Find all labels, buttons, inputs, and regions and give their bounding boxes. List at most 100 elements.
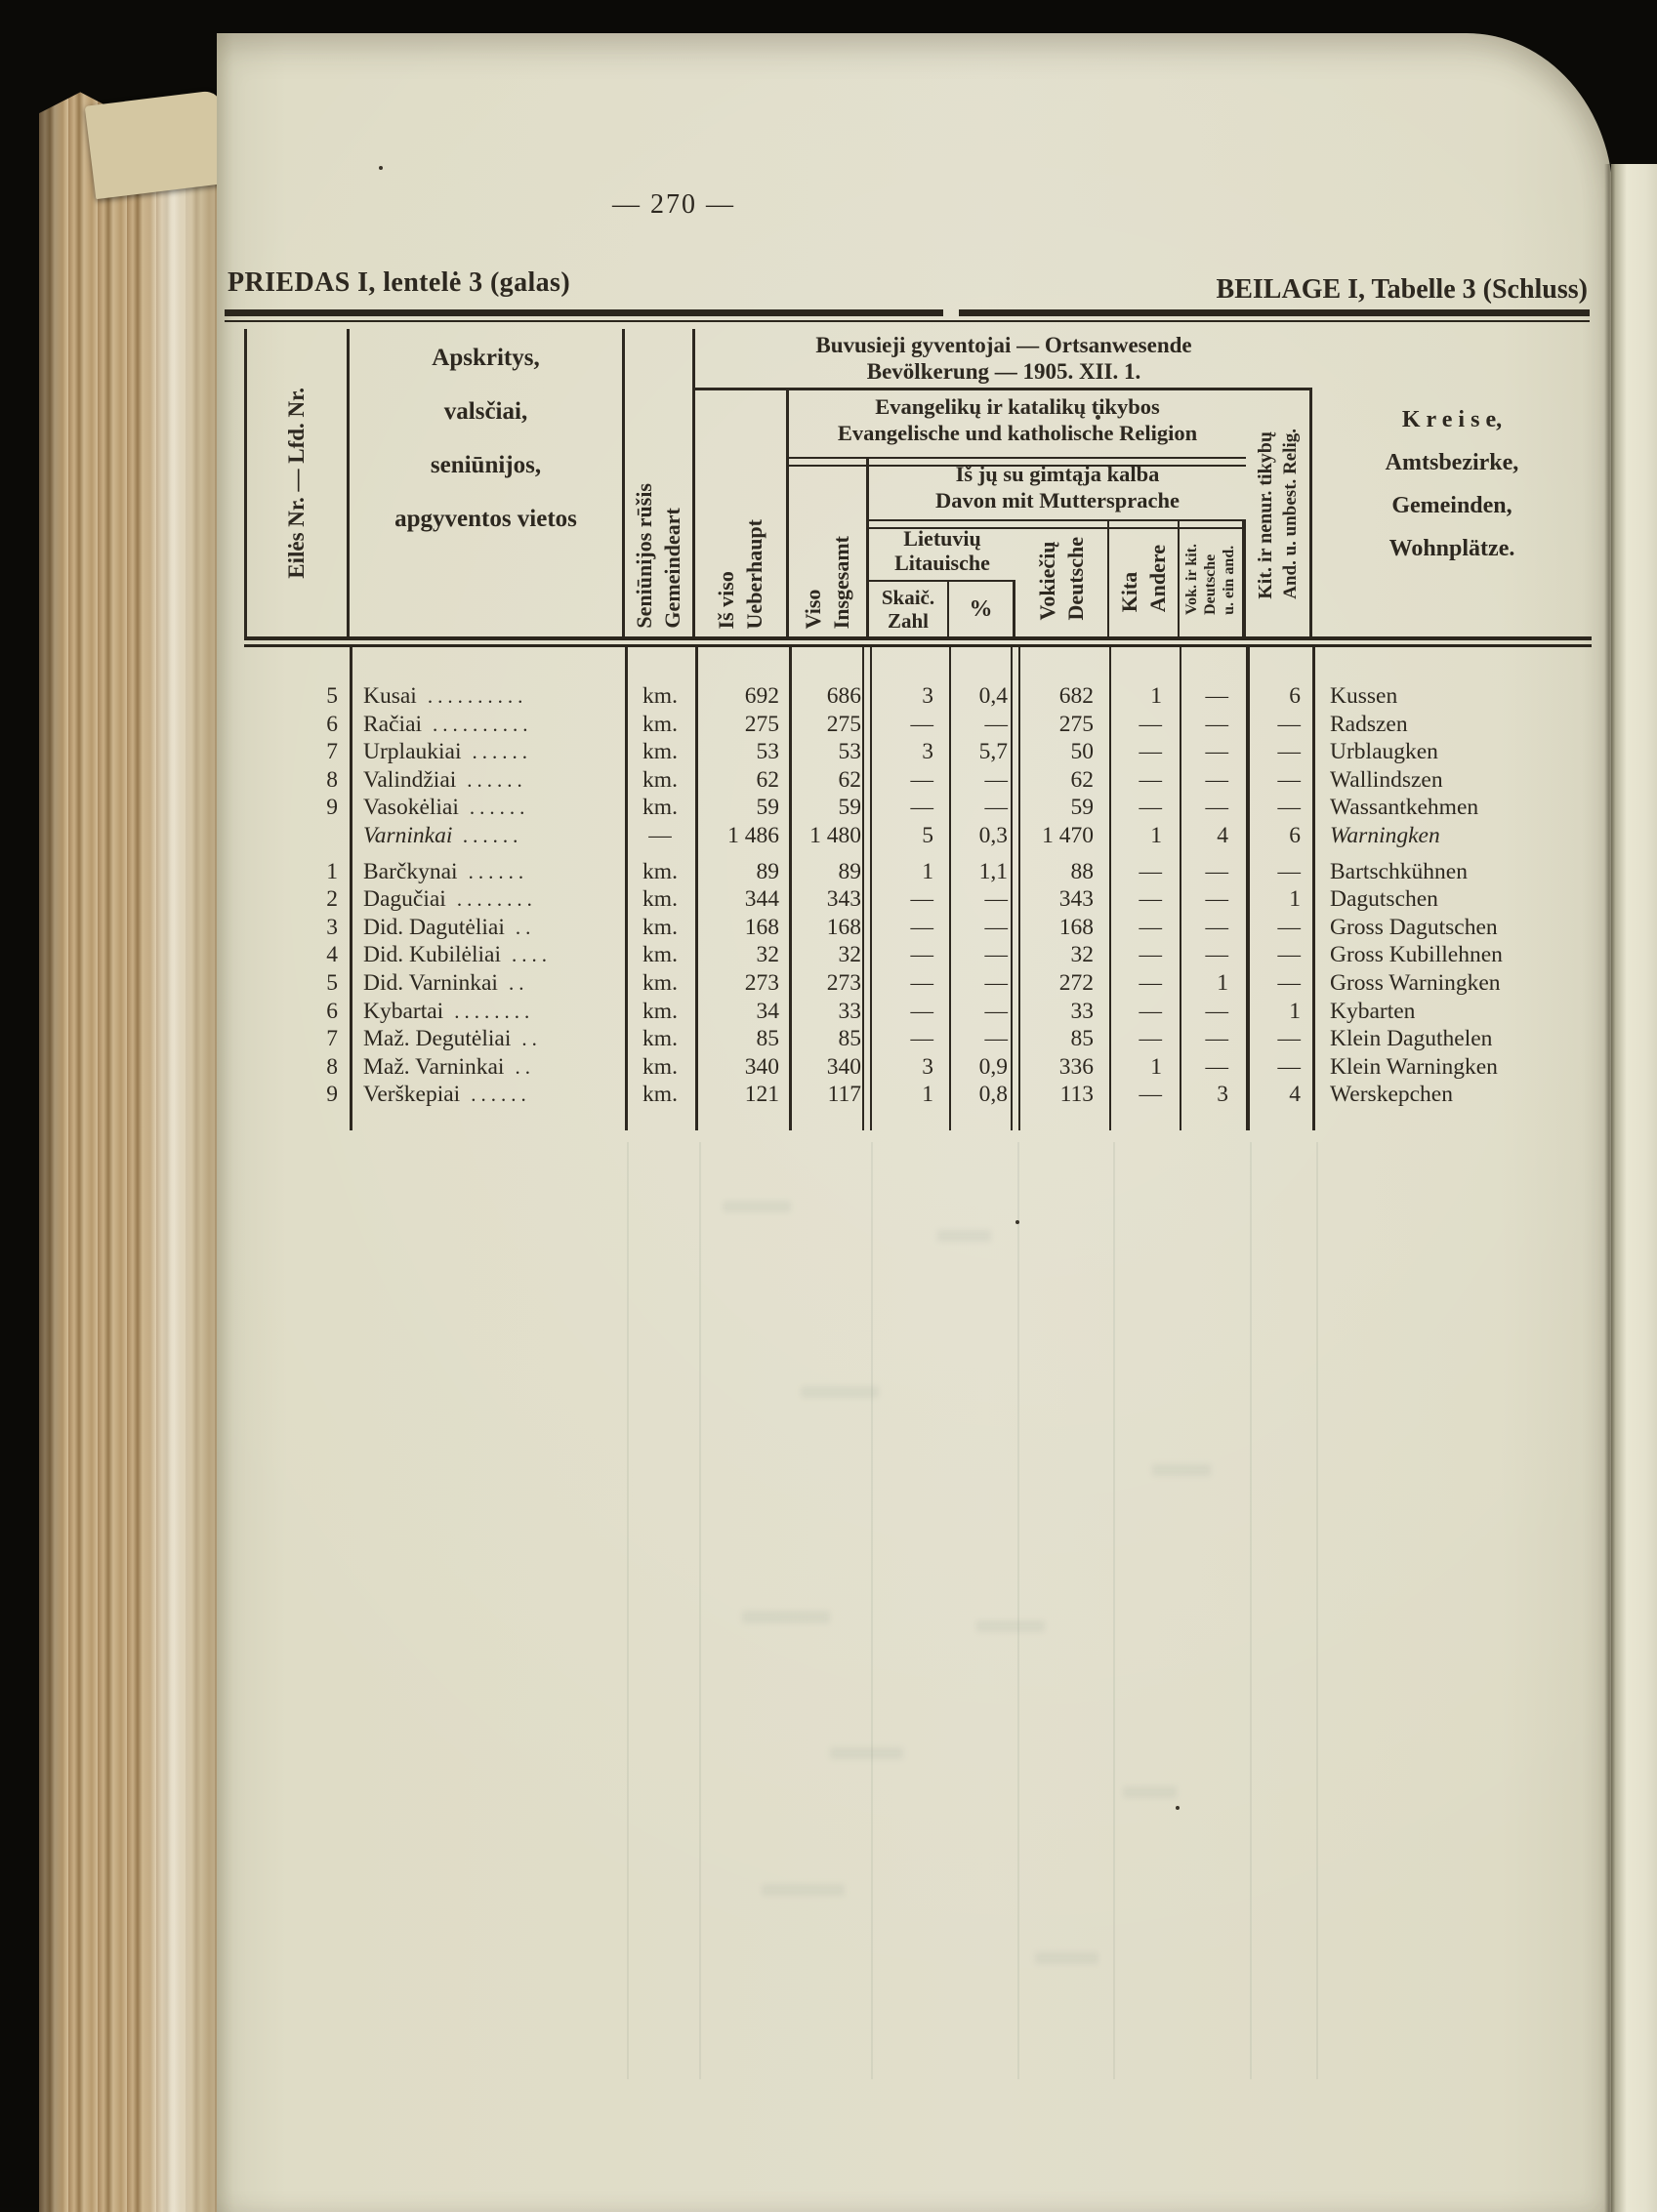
cell-other-language: — <box>1139 942 1163 968</box>
cell-german-name: Dagutschen <box>1330 886 1438 913</box>
cell-total-overall: 34 <box>756 998 780 1024</box>
locality-name: Kybartai <box>363 998 444 1024</box>
mother-tongue-line: Davon mit Muttersprache <box>935 488 1180 512</box>
cell-lithuanian-percent: — <box>984 766 1009 793</box>
header-body-rule-thick <box>244 636 1592 640</box>
table-row: Varninkai ...... — 1 486 1 480 5 0,3 1 4… <box>244 822 1592 850</box>
cell-total-religion: 85 <box>838 1026 862 1052</box>
column-rule-double <box>1011 647 1013 1130</box>
religion-group-double-rule <box>789 465 1246 467</box>
cell-other-religion: — <box>1277 739 1302 765</box>
next-page-edge <box>1611 164 1657 2212</box>
cell-german-speakers: 85 <box>1070 1026 1095 1052</box>
dot-leader: ...... <box>469 796 530 820</box>
scan-speck <box>1096 415 1100 420</box>
table-row: 4 Did. Kubilėliai .... km. 32 32 — — 32 … <box>244 941 1592 969</box>
cell-lithuanian-count: — <box>910 886 934 913</box>
kreise-line: K r e i s e, <box>1401 407 1503 432</box>
cell-german-and-other: 4 <box>1217 822 1228 848</box>
header-cell-german-speakers: Vokiečių Deutsche <box>1015 521 1109 636</box>
table-header: Eilės Nr. — Lfd. Nr. Apskritys, valsčiai… <box>244 329 1592 636</box>
cell-row-number: 7 <box>326 739 338 765</box>
cell-lithuanian-count: — <box>910 1026 934 1052</box>
column-rule <box>1109 647 1111 1130</box>
localities-line: valsčiai, <box>443 398 528 425</box>
header-cell-german-and-other: Vok. ir kit. Deutsche u. ein and. <box>1180 521 1246 636</box>
cell-commune-type: km. <box>642 998 678 1024</box>
table-row: 6 Kybartai ........ km. 34 33 — — 33 — —… <box>244 998 1592 1026</box>
dot-leader: ...... <box>463 823 523 847</box>
cell-german-speakers: 272 <box>1058 969 1094 996</box>
cell-german-speakers: 343 <box>1058 886 1094 913</box>
table-row: 7 Maž. Degutėliai .. km. 85 85 — — 85 — … <box>244 1025 1592 1053</box>
top-rule-thick-left <box>225 309 943 316</box>
cell-lithuanian-count: 3 <box>922 739 933 765</box>
cell-locality-name: Did. Varninkai .. <box>350 969 625 998</box>
cell-german-and-other: — <box>1205 1026 1229 1052</box>
scan-speck <box>1176 1806 1180 1810</box>
other-language-label: Kita Andere <box>1116 545 1170 613</box>
count-label-line: Skaič. <box>881 586 935 609</box>
cell-lithuanian-count: 3 <box>922 1053 933 1080</box>
cell-german-name: Wassantkehmen <box>1330 795 1479 821</box>
table-row: 6 Račiai .......... km. 275 275 — — 275 … <box>244 711 1592 739</box>
cell-other-language: — <box>1139 766 1163 793</box>
cell-lithuanian-percent: 0,9 <box>978 1053 1008 1080</box>
cell-row-number: 2 <box>326 886 338 913</box>
cell-locality-name: Did. Kubilėliai .... <box>350 941 625 969</box>
cell-total-religion: 686 <box>826 683 861 709</box>
cell-german-name: Bartschkühnen <box>1330 858 1468 884</box>
cell-german-speakers: 88 <box>1070 858 1095 884</box>
cell-total-overall: 59 <box>756 795 780 821</box>
header-cell-other-religion: Kit. ir nenur. tikybų And. u. unbest. Re… <box>1246 390 1312 636</box>
header-body-rule-thin <box>244 644 1592 647</box>
cell-german-speakers: 1 470 <box>1042 822 1094 848</box>
cell-german-name: Klein Warningken <box>1330 1053 1498 1080</box>
cell-other-religion: 6 <box>1289 822 1301 848</box>
cell-german-name: Gross Kubillehnen <box>1330 942 1503 968</box>
cell-other-language: — <box>1139 1026 1163 1052</box>
cell-other-religion: 1 <box>1289 886 1301 913</box>
column-rule-double <box>1018 647 1020 1130</box>
cell-other-language: — <box>1139 1082 1163 1108</box>
cell-other-religion: 6 <box>1289 683 1301 709</box>
cell-german-and-other: — <box>1205 795 1229 821</box>
cell-row-number: 1 <box>326 858 338 884</box>
cell-total-overall: 85 <box>756 1026 780 1052</box>
column-rule <box>949 647 951 1130</box>
header-cell-kreise: K r e i s e, Amtsbezirke, Gemeinden, Woh… <box>1312 329 1592 636</box>
cell-lithuanian-percent: — <box>984 795 1009 821</box>
cell-german-speakers: 275 <box>1058 711 1094 737</box>
header-cell-count: Skaič. Zahl <box>869 582 949 636</box>
cell-german-speakers: 33 <box>1070 998 1095 1024</box>
cell-commune-type: km. <box>642 886 678 913</box>
cell-row-number: 5 <box>326 969 338 996</box>
locality-name: Verškepiai <box>363 1082 461 1108</box>
table-row: 9 Verškepiai ...... km. 121 117 1 0,8 11… <box>244 1081 1592 1109</box>
cell-row-number: 8 <box>326 766 338 793</box>
cell-commune-type: km. <box>642 711 678 737</box>
locality-name: Varninkai <box>363 822 453 848</box>
cell-commune-type: km. <box>642 914 678 940</box>
cell-german-and-other: 3 <box>1217 1082 1228 1108</box>
header-cell-percent: % <box>949 582 1015 636</box>
mother-tongue-line: Iš jų su gimtąja kalba <box>955 462 1160 486</box>
cell-german-and-other: — <box>1205 942 1229 968</box>
cell-lithuanian-count: 1 <box>922 858 933 884</box>
table-title-german: BEILAGE I, Tabelle 3 (Schluss) <box>1216 274 1588 305</box>
cell-lithuanian-percent: — <box>984 1026 1009 1052</box>
cell-other-language: 1 <box>1150 822 1162 848</box>
cell-other-religion: — <box>1277 914 1302 940</box>
cell-german-speakers: 32 <box>1070 942 1095 968</box>
cell-lithuanian-percent: — <box>984 998 1009 1024</box>
header-cell-total-religion: Viso Insgesamt <box>789 459 869 636</box>
cell-german-speakers: 50 <box>1070 739 1095 765</box>
localities-line: Apskritys, <box>432 345 540 371</box>
column-rule <box>625 647 628 1130</box>
page-gutter-crease <box>1604 164 1612 2212</box>
column-rule <box>695 647 698 1130</box>
table-row: 2 Dagučiai ........ km. 344 343 — — 343 … <box>244 885 1592 914</box>
cell-locality-name: Kybartai ........ <box>350 998 625 1026</box>
cell-lithuanian-percent: 0,4 <box>978 683 1008 709</box>
table-row: 7 Urplaukiai ...... km. 53 53 3 5,7 50 —… <box>244 738 1592 766</box>
